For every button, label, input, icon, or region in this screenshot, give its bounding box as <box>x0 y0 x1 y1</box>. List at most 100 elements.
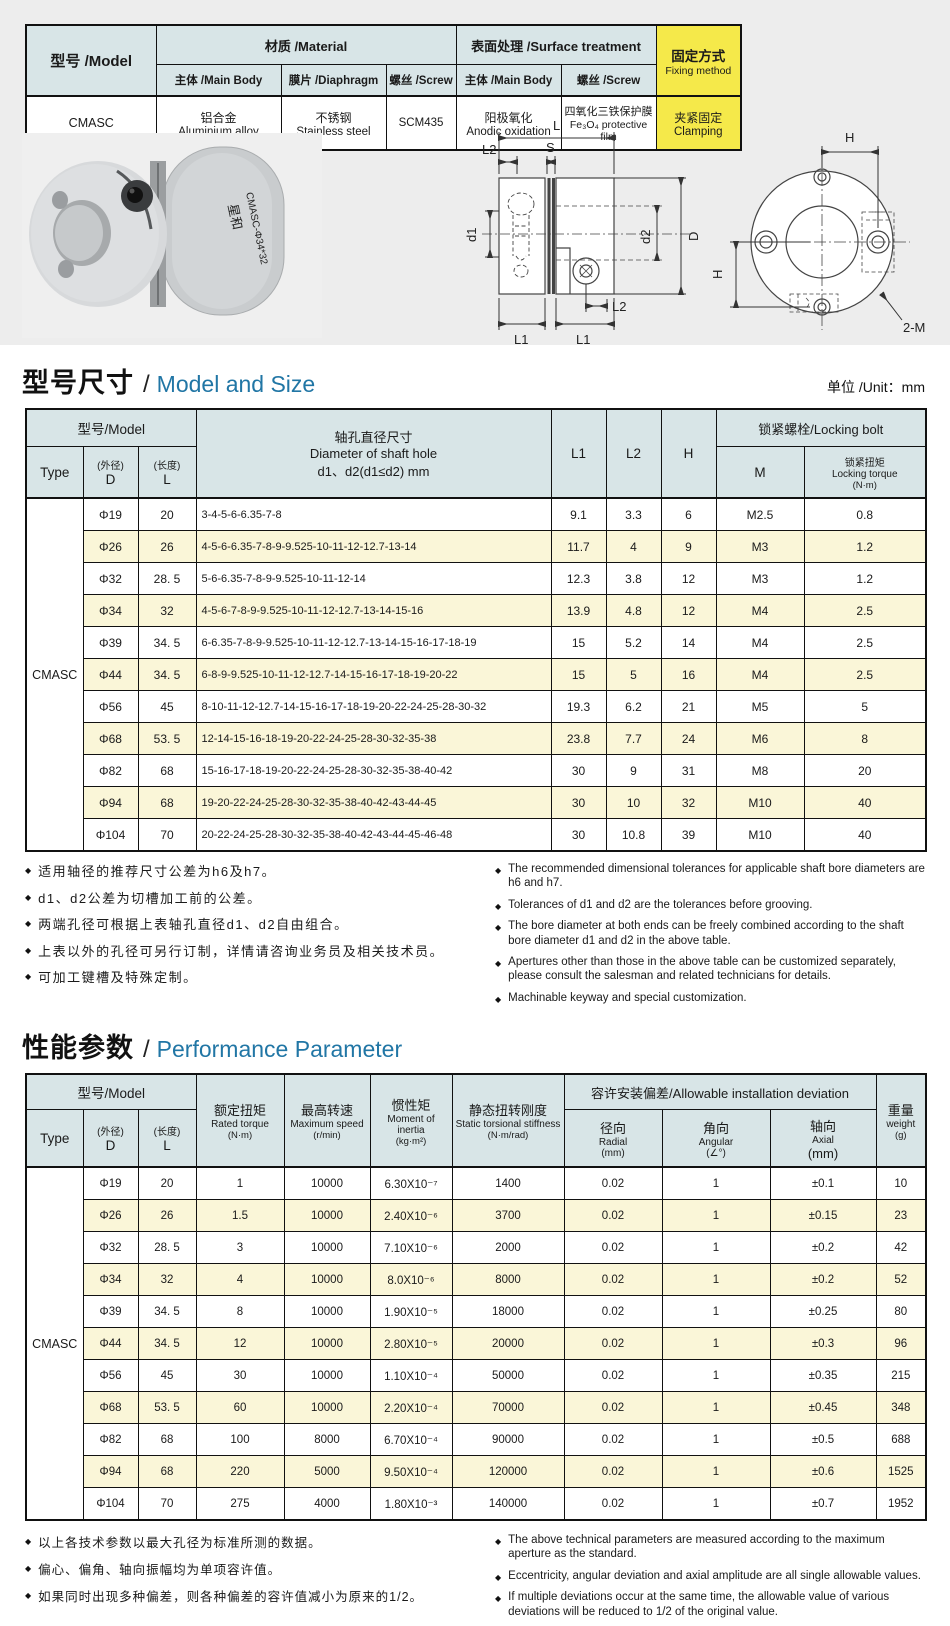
max-speed-unit: (r/min) <box>313 1130 341 1141</box>
cell: 12 <box>660 562 717 595</box>
note-item: ◆ 偏心、偏角、轴向振幅均为单项容许值。 <box>25 1560 495 1580</box>
cell: Φ82 <box>82 1423 139 1456</box>
cell: 215 <box>875 1359 927 1392</box>
perf-header-type: Type <box>25 1109 84 1168</box>
cell: 20 <box>803 754 927 787</box>
note-item: ◆ Machinable keyway and special customiza… <box>495 991 925 1005</box>
cell: 1 <box>661 1359 771 1392</box>
table-row: Φ94 68 220 5000 9.50X10⁻⁴ 120000 0.02 1 ±0.6 1525 <box>26 1455 927 1488</box>
angular-en: Angular <box>698 1136 734 1148</box>
diameter-en2: d1、d2(d1≤d2) mm <box>317 464 430 479</box>
dim-label-H-top: H <box>845 130 854 145</box>
cell: 9.1 <box>550 497 607 531</box>
perf-section-title: 性能参数 / Performance Parameter <box>22 1026 925 1065</box>
cell: 53. 5 <box>137 1391 197 1424</box>
type-cell: CMASC <box>25 497 84 852</box>
cell: 68 <box>137 1455 197 1488</box>
cell: Φ94 <box>82 1455 139 1488</box>
torque-en: Locking torque <box>831 468 898 480</box>
cell: Φ82 <box>82 754 139 787</box>
table-row: Φ44 34. 5 6-8-9-9.525-10-11-12-12.7-14-15-… <box>26 658 927 691</box>
bullet-icon: ◆ <box>495 866 502 875</box>
surface-screw-value: 四氧化三铁保护膜 Fe₃O₄ protective film <box>560 95 657 151</box>
cell: M4 <box>715 626 805 659</box>
size-title-separator: / <box>143 371 150 398</box>
cell: 28. 5 <box>137 562 197 595</box>
table-row: Φ39 34. 5 6-6.35-7-8-9-9.525-10-11-12-12.7… <box>26 626 927 659</box>
perf-header-max-speed: 最高转速 Maximum speed (r/min) <box>283 1073 371 1168</box>
fixing-value-en: Clamping <box>674 125 723 138</box>
cell: 5-6-6.35-7-8-9-9.525-10-11-12-14 <box>195 562 552 595</box>
cell: ±0.25 <box>769 1295 877 1328</box>
cell: 2.40X10⁻⁶ <box>369 1199 453 1232</box>
cell: 32 <box>137 1263 197 1296</box>
cell: 42 <box>875 1231 927 1264</box>
spec-header-material: 材质 /Material <box>155 24 457 65</box>
hero-section: 型号 /Model 材质 /Material 表面处理 /Surface tre… <box>0 0 950 347</box>
size-section-title: 型号尺寸 / Model and Size 单位 /Unit：mm <box>22 361 925 400</box>
photo-brand-text: 星和 <box>225 203 245 232</box>
cell: 10000 <box>283 1391 371 1424</box>
cell: 0.02 <box>563 1391 663 1424</box>
note-item: ◆ If multiple deviations occur at the sam… <box>495 1590 925 1619</box>
bullet-icon: ◆ <box>25 919 32 928</box>
cell: 21 <box>660 690 717 723</box>
cell: Φ94 <box>82 786 139 819</box>
cell: 3.3 <box>605 497 662 531</box>
size-title-zh: 型号尺寸 <box>22 368 134 398</box>
angular-zh: 角向 <box>702 1120 729 1136</box>
cell: M5 <box>715 690 805 723</box>
table-row: Φ68 53. 5 12-14-15-16-18-19-20-22-24-25-28… <box>26 722 927 755</box>
cell: 70000 <box>451 1391 565 1424</box>
cell: Φ26 <box>82 1199 139 1232</box>
cell: 10000 <box>283 1359 371 1392</box>
axial-en: Axial <box>812 1134 834 1146</box>
perf-title-zh: 性能参数 <box>22 1033 134 1063</box>
cell: M8 <box>715 754 805 787</box>
cell: 60 <box>195 1391 285 1424</box>
cell: 120000 <box>451 1455 565 1488</box>
bullet-icon: ◆ <box>25 1564 32 1573</box>
cell: 6.30X10⁻⁷ <box>369 1166 453 1200</box>
diameter-en1: Diameter of shaft hole <box>309 446 438 461</box>
fixing-value: 夹紧固定 Clamping <box>655 95 742 151</box>
cell: 9.50X10⁻⁴ <box>369 1455 453 1488</box>
cell: 10000 <box>283 1295 371 1328</box>
surface-main-value: 阳极氧化 Anodic oxidation <box>455 95 562 151</box>
table-row: CMASC Φ19 20 3-4-5-6-6.35-7-8 9.1 3.3 6 M2.5 0.8 <box>25 497 927 852</box>
cell: 15 <box>550 658 607 691</box>
cell: 13.9 <box>550 594 607 627</box>
spec-subheader-screw: 螺丝 /Screw <box>385 64 457 97</box>
cell: 0.02 <box>563 1295 663 1328</box>
cell: Φ32 <box>82 562 139 595</box>
cell: 0.02 <box>563 1199 663 1232</box>
note-item: ◆ Eccentricity, angular deviation and axi… <box>495 1569 925 1583</box>
cell: M10 <box>715 786 805 819</box>
cell: 20-22-24-25-28-30-32-35-38-40-42-43-44-4… <box>195 818 552 852</box>
cell: 0.02 <box>563 1487 663 1521</box>
cell: Φ104 <box>82 1487 139 1521</box>
cell: 0.02 <box>563 1166 663 1200</box>
cell: M6 <box>715 722 805 755</box>
cell: ±0.5 <box>769 1423 877 1456</box>
note-text: Apertures other than those in the above … <box>508 955 896 983</box>
note-text: Eccentricity, angular deviation and axia… <box>508 1569 921 1582</box>
cell: 1 <box>661 1231 771 1264</box>
bullet-icon: ◆ <box>495 901 502 911</box>
perf-header-radial: 径向 Radial (mm) <box>563 1109 663 1168</box>
note-item: ◆ The bore diameter at both ends can be f… <box>495 919 925 948</box>
size-header-d: (外径) D <box>82 446 139 499</box>
dim-label-D: D <box>686 232 701 241</box>
note-item: ◆ 以上各技术参数以最大孔径为标准所测的数据。 <box>25 1533 495 1553</box>
main-body-zh: 铝合金 <box>200 110 237 125</box>
cell: 10 <box>875 1166 927 1200</box>
cell: 1 <box>661 1263 771 1296</box>
cell: 34. 5 <box>137 626 197 659</box>
screw-value: SCM435 <box>385 95 457 151</box>
cell: Φ26 <box>82 530 139 563</box>
perf-header-stiffness: 静态扭转刚度 Static torsional stiffness (N·m/r… <box>451 1073 565 1168</box>
bullet-icon: ◆ <box>25 945 32 955</box>
spec-subheader-surface-screw: 螺丝 /Screw <box>560 64 657 97</box>
cell: 5 <box>803 690 927 723</box>
perf-notes: ◆ 以上各技术参数以最大孔径为标准所测的数据。 ◆ 偏心、偏角、轴向振幅均为单项容许值… <box>25 1533 925 1626</box>
